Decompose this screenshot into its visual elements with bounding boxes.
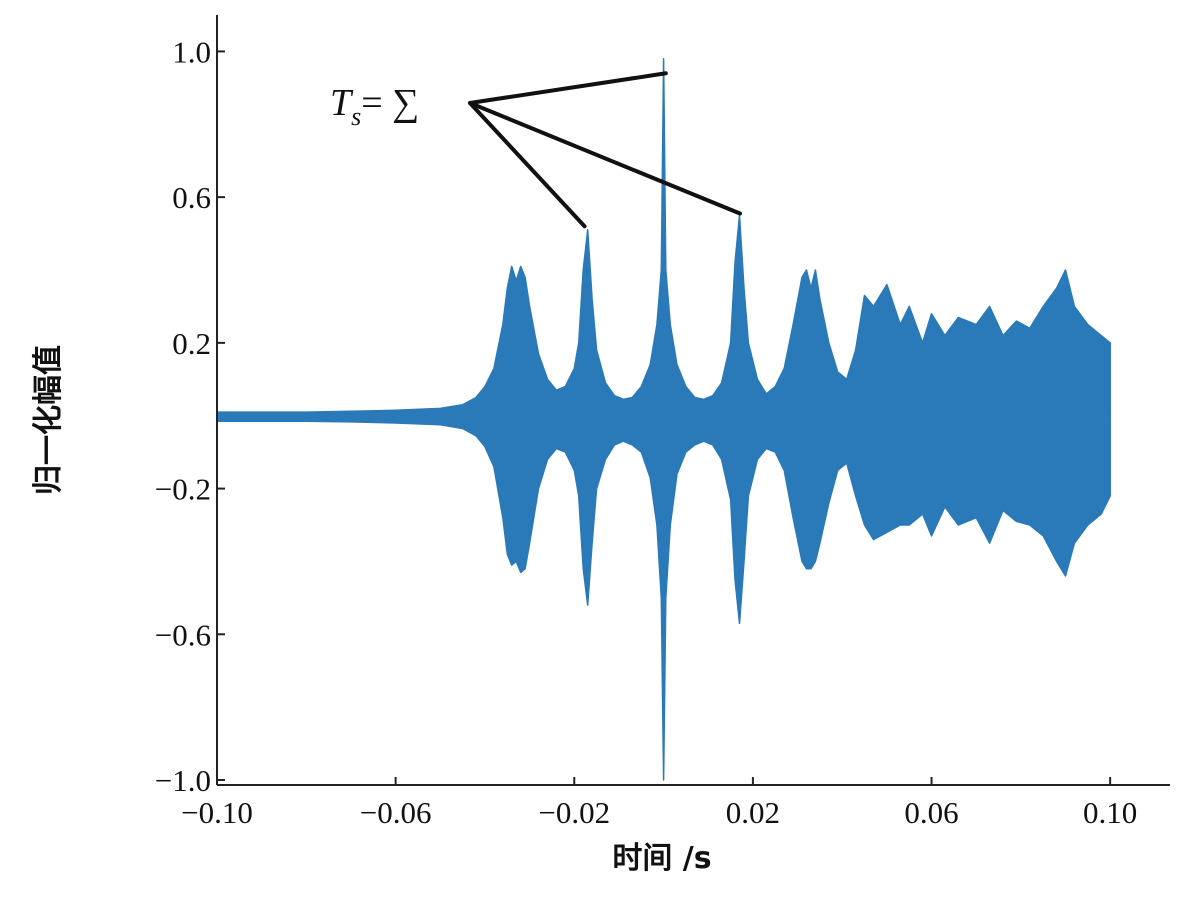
annotation-line <box>468 71 668 105</box>
x-tick-label: 0.10 <box>1083 795 1137 830</box>
y-axis-label: 归一化幅值 <box>31 345 66 495</box>
x-tick-label: −0.02 <box>538 795 610 830</box>
y-tick-label: −0.6 <box>155 617 211 652</box>
y-tick-label: 0.2 <box>172 326 211 361</box>
annotation-subscript: s <box>351 102 361 131</box>
annotation-line <box>468 101 587 229</box>
y-tick-label: 1.0 <box>172 34 211 69</box>
x-axis-label: 时间 /s <box>612 841 711 876</box>
annotation-rest: = ∑ <box>361 82 419 124</box>
y-tick-label: −1.0 <box>155 763 211 798</box>
x-tick-label: −0.06 <box>360 795 432 830</box>
x-tick-label: 0.02 <box>726 795 780 830</box>
x-tick-label: 0.06 <box>904 795 958 830</box>
envelope-lower <box>216 414 1111 781</box>
y-tick-label: 0.6 <box>172 180 211 215</box>
annotation: Ts= ∑ <box>330 82 419 131</box>
annotation-line <box>468 101 742 216</box>
annotation-text: T <box>330 82 354 124</box>
envelope-upper <box>216 57 1111 417</box>
y-tick-label: −0.2 <box>155 472 211 507</box>
x-tick-label: −0.10 <box>181 795 253 830</box>
